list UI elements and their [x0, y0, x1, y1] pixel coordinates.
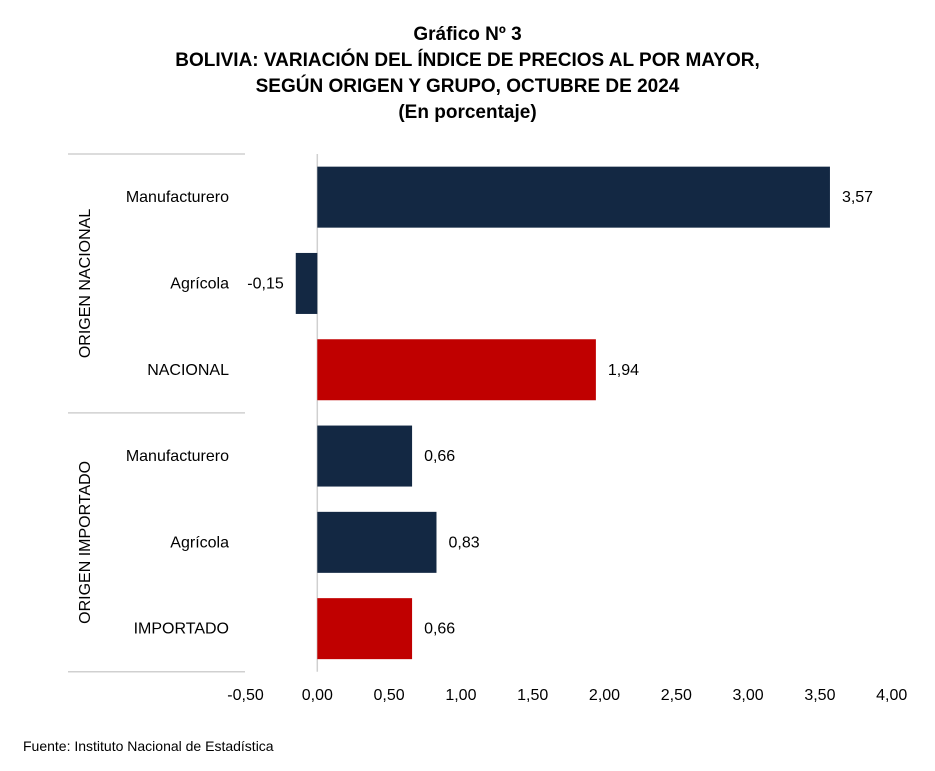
chart-subtitle-line-3: (En porcentaje)	[398, 102, 537, 123]
bar-1-0	[317, 425, 413, 487]
value-label-0-0: 3,57	[842, 189, 873, 206]
x-tick-label-7: 3,00	[733, 687, 764, 704]
chart-title-block: Gráfico Nº 3 BOLIVIA: VARIACIÓN DEL ÍNDI…	[0, 22, 935, 126]
chart-title: Gráfico Nº 3	[413, 24, 522, 45]
x-tick-label-4: 1,50	[517, 687, 548, 704]
x-tick-label-3: 1,00	[445, 687, 476, 704]
x-tick-label-0: -0,50	[227, 687, 264, 704]
group-label-0: ORIGEN NACIONAL	[77, 209, 94, 358]
bar-0-2	[317, 339, 596, 401]
value-label-1-1: 0,83	[448, 534, 479, 551]
bar-0-1	[295, 252, 318, 314]
bar-0-0	[317, 166, 830, 228]
category-label-1-1: Agrícola	[170, 534, 229, 551]
x-tick-label-5: 2,00	[589, 687, 620, 704]
x-tick-label-2: 0,50	[374, 687, 405, 704]
source-note: Fuente: Instituto Nacional de Estadístic…	[23, 738, 274, 754]
bar-1-2	[317, 598, 413, 660]
x-tick-label-9: 4,00	[876, 687, 907, 704]
category-label-1-0: Manufacturero	[126, 448, 229, 465]
value-label-1-2: 0,66	[424, 621, 455, 638]
value-label-0-1: -0,15	[247, 275, 284, 292]
category-label-1-2: IMPORTADO	[134, 621, 229, 638]
x-tick-label-8: 3,50	[804, 687, 835, 704]
chart-subtitle-line-2: SEGÚN ORIGEN Y GRUPO, OCTUBRE DE 2024	[255, 76, 680, 97]
bar-1-1	[317, 511, 437, 573]
value-label-0-2: 1,94	[608, 362, 639, 379]
chart-subtitle-line-1: BOLIVIA: VARIACIÓN DEL ÍNDICE DE PRECIOS…	[175, 50, 760, 71]
category-label-0-0: Manufacturero	[126, 189, 229, 206]
category-label-0-1: Agrícola	[170, 275, 229, 292]
x-tick-label-1: 0,00	[302, 687, 333, 704]
x-tick-label-6: 2,50	[661, 687, 692, 704]
value-label-1-0: 0,66	[424, 448, 455, 465]
category-label-0-2: NACIONAL	[147, 362, 229, 379]
group-label-1: ORIGEN IMPORTADO	[77, 461, 94, 624]
